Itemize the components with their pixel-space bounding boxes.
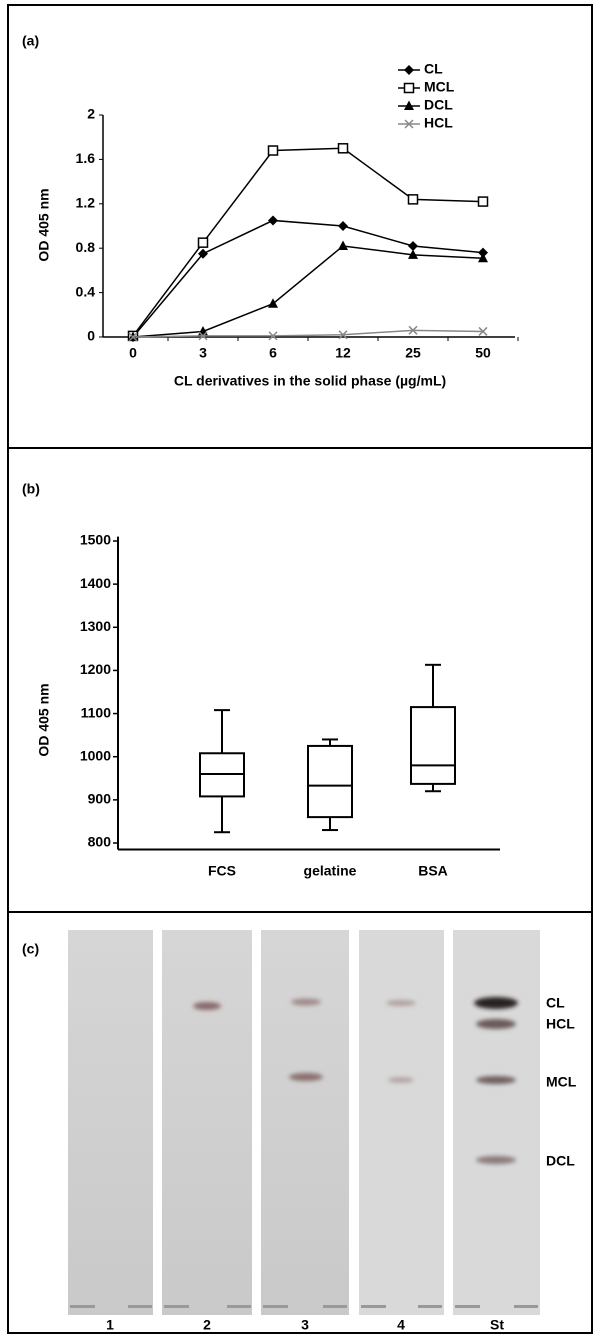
marker bbox=[198, 248, 208, 259]
marker bbox=[408, 249, 418, 259]
band-label: MCL bbox=[546, 1074, 577, 1090]
panel-label: (a) bbox=[22, 33, 39, 49]
marker bbox=[198, 331, 208, 341]
series-line bbox=[132, 329, 484, 338]
lane-label: 3 bbox=[301, 1317, 309, 1333]
x-tick-label: 0 bbox=[129, 345, 137, 361]
series-line bbox=[132, 147, 484, 337]
legend-marker bbox=[403, 82, 415, 94]
gel-lane bbox=[261, 930, 349, 1315]
marker bbox=[408, 325, 418, 335]
lane-label: 4 bbox=[397, 1317, 405, 1333]
marker bbox=[337, 143, 349, 154]
box bbox=[410, 706, 456, 785]
band-label: HCL bbox=[546, 1016, 575, 1032]
x-tick-label: 12 bbox=[335, 345, 351, 361]
marker bbox=[268, 215, 278, 226]
gel-lane bbox=[453, 930, 540, 1315]
marker bbox=[477, 196, 489, 207]
legend-label: DCL bbox=[424, 97, 453, 113]
marker bbox=[268, 331, 278, 341]
lane-label: St bbox=[490, 1317, 504, 1333]
y-axis-label: OD 405 nm bbox=[36, 683, 52, 756]
x-tick-label: 25 bbox=[405, 345, 421, 361]
x-axis-label: CL derivatives in the solid phase (µg/mL… bbox=[174, 373, 446, 389]
series-line bbox=[132, 245, 484, 338]
y-tick-label: 0.4 bbox=[76, 283, 96, 299]
x-tick-label: FCS bbox=[208, 863, 236, 879]
y-tick-label: 800 bbox=[88, 834, 112, 850]
x-tick-label: gelatine bbox=[304, 863, 357, 879]
legend-marker bbox=[404, 119, 414, 129]
marker bbox=[128, 332, 138, 342]
lane-label: 1 bbox=[106, 1317, 114, 1333]
panel-label: (c) bbox=[22, 941, 39, 957]
gel-image bbox=[68, 930, 540, 1315]
gel-lane bbox=[68, 930, 153, 1315]
marker bbox=[268, 298, 278, 308]
band-label: CL bbox=[546, 995, 565, 1011]
legend-label: HCL bbox=[424, 115, 453, 131]
panel-label: (b) bbox=[22, 481, 40, 497]
gel-origin-marks bbox=[70, 1305, 538, 1308]
y-tick-label: 1000 bbox=[80, 747, 111, 763]
legend-marker bbox=[404, 65, 414, 75]
y-tick-label: 1200 bbox=[80, 661, 111, 677]
x-tick-label: BSA bbox=[418, 863, 448, 879]
panel-frame bbox=[7, 911, 593, 1334]
marker bbox=[267, 145, 279, 156]
y-tick-label: 1300 bbox=[80, 618, 111, 634]
x-tick-label: 50 bbox=[475, 345, 491, 361]
x-tick-label: 3 bbox=[199, 345, 207, 361]
marker bbox=[338, 221, 348, 231]
y-tick-label: 900 bbox=[88, 791, 112, 807]
marker bbox=[478, 252, 488, 263]
y-tick-label: 0.8 bbox=[76, 239, 96, 255]
y-axis-label: OD 405 nm bbox=[36, 188, 52, 261]
legend-marker bbox=[404, 100, 414, 110]
legend-label: MCL bbox=[424, 79, 455, 95]
gel-lane bbox=[162, 930, 252, 1315]
series-line bbox=[132, 219, 484, 338]
x-tick-label: 6 bbox=[269, 345, 277, 361]
legend-label: CL bbox=[424, 61, 443, 77]
marker bbox=[407, 194, 419, 205]
y-tick-label: 1.6 bbox=[76, 150, 96, 166]
marker bbox=[478, 326, 488, 336]
y-tick-label: 1100 bbox=[81, 704, 112, 720]
marker bbox=[197, 237, 209, 248]
marker bbox=[338, 330, 348, 340]
band-label: DCL bbox=[546, 1153, 575, 1169]
lane-label: 2 bbox=[203, 1317, 211, 1333]
y-tick-label: 1.2 bbox=[76, 195, 96, 211]
marker bbox=[478, 247, 488, 258]
gel-bands bbox=[193, 997, 518, 1164]
y-tick-label: 0 bbox=[87, 328, 95, 344]
y-tick-label: 1500 bbox=[80, 532, 111, 548]
box bbox=[307, 744, 353, 819]
marker bbox=[408, 240, 418, 251]
y-tick-label: 2 bbox=[87, 106, 95, 122]
y-tick-label: 1400 bbox=[80, 575, 111, 591]
marker bbox=[338, 240, 348, 250]
gel-lane bbox=[359, 930, 444, 1315]
